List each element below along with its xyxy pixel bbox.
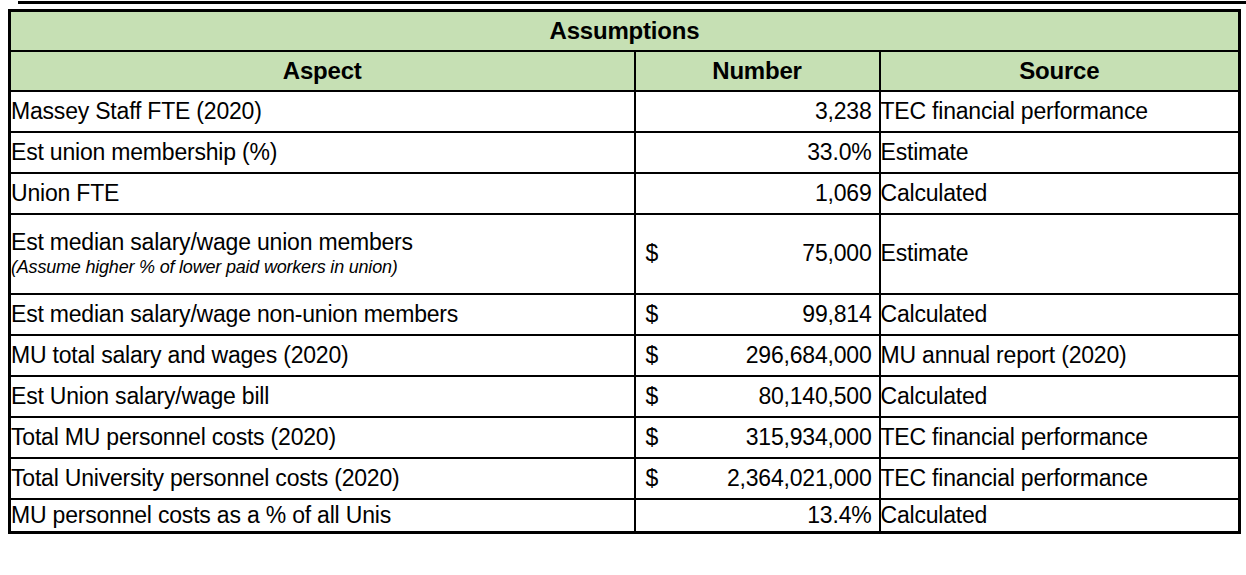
aspect-label: Est Union salary/wage bill: [11, 382, 634, 411]
table-row: Est median salary/wage non-union members…: [10, 294, 1240, 335]
aspect-label: Est median salary/wage non-union members: [11, 300, 634, 329]
source-cell: Calculated: [880, 499, 1240, 533]
table-header-row: Aspect Number Source: [10, 51, 1240, 91]
aspect-label: MU personnel costs as a % of all Unis: [11, 501, 634, 530]
source-label: MU annual report (2020): [881, 342, 1127, 368]
table-title: Assumptions: [10, 11, 1240, 51]
column-header-number: Number: [635, 51, 880, 91]
number-value: 13.4%: [807, 502, 871, 529]
source-cell: Calculated: [880, 173, 1240, 214]
number-cell: 1,069: [635, 173, 880, 214]
aspect-note: (Assume higher % of lower paid workers i…: [11, 257, 634, 279]
column-header-aspect: Aspect: [10, 51, 635, 91]
currency-symbol: $: [646, 342, 659, 369]
number-cell: 3,238: [635, 91, 880, 132]
aspect-label: Union FTE: [11, 179, 634, 208]
table-row: Total University personnel costs (2020) …: [10, 458, 1240, 499]
number-cell: 13.4%: [635, 499, 880, 533]
number-cell: $ 99,814: [635, 294, 880, 335]
number-value: 33.0%: [807, 139, 871, 166]
number-value: 2,364,021,000: [727, 465, 872, 492]
table-row: Est median salary/wage union members (As…: [10, 214, 1240, 294]
source-cell: TEC financial performance: [880, 458, 1240, 499]
source-label: TEC financial performance: [881, 424, 1148, 450]
currency-symbol: $: [646, 301, 659, 328]
number-value: 1,069: [815, 180, 872, 207]
currency-symbol: $: [646, 465, 659, 492]
aspect-cell: Total University personnel costs (2020): [10, 458, 635, 499]
currency-symbol: $: [646, 424, 659, 451]
table-row: Est union membership (%) 33.0% Estimate: [10, 132, 1240, 173]
source-cell: Estimate: [880, 132, 1240, 173]
number-cell: $ 2,364,021,000: [635, 458, 880, 499]
column-header-source: Source: [880, 51, 1240, 91]
source-label: Estimate: [881, 139, 969, 165]
aspect-cell: Est median salary/wage union members (As…: [10, 214, 635, 294]
source-label: TEC financial performance: [881, 98, 1148, 124]
number-cell: $ 80,140,500: [635, 376, 880, 417]
source-label: Calculated: [881, 301, 988, 327]
number-cell: $ 296,684,000: [635, 335, 880, 376]
table-row: Union FTE 1,069 Calculated: [10, 173, 1240, 214]
source-cell: MU annual report (2020): [880, 335, 1240, 376]
source-label: Calculated: [881, 180, 988, 206]
aspect-cell: MU total salary and wages (2020): [10, 335, 635, 376]
aspect-label: Total MU personnel costs (2020): [11, 423, 634, 452]
aspect-cell: Est union membership (%): [10, 132, 635, 173]
currency-symbol: $: [646, 383, 659, 410]
source-cell: Estimate: [880, 214, 1240, 294]
source-label: TEC financial performance: [881, 465, 1148, 491]
aspect-label: Est median salary/wage union members: [11, 228, 634, 257]
source-cell: TEC financial performance: [880, 91, 1240, 132]
table-title-row: Assumptions: [10, 11, 1240, 51]
number-value: 80,140,500: [758, 383, 871, 410]
currency-symbol: $: [646, 240, 659, 267]
number-cell: $ 315,934,000: [635, 417, 880, 458]
number-cell: 33.0%: [635, 132, 880, 173]
number-value: 296,684,000: [746, 342, 872, 369]
aspect-cell: Massey Staff FTE (2020): [10, 91, 635, 132]
aspect-label: Massey Staff FTE (2020): [11, 97, 634, 126]
source-label: Calculated: [881, 383, 988, 409]
table-row: Total MU personnel costs (2020) $ 315,93…: [10, 417, 1240, 458]
aspect-label: Est union membership (%): [11, 138, 634, 167]
source-label: Estimate: [881, 240, 969, 266]
source-cell: Calculated: [880, 294, 1240, 335]
spreadsheet-view: Assumptions Aspect Number Source Massey …: [0, 0, 1246, 575]
table-row: MU total salary and wages (2020) $ 296,6…: [10, 335, 1240, 376]
aspect-cell: MU personnel costs as a % of all Unis: [10, 499, 635, 533]
table-row: Est Union salary/wage bill $ 80,140,500 …: [10, 376, 1240, 417]
aspect-cell: Union FTE: [10, 173, 635, 214]
number-cell: $ 75,000: [635, 214, 880, 294]
aspect-label: MU total salary and wages (2020): [11, 341, 634, 370]
aspect-label: Total University personnel costs (2020): [11, 464, 634, 493]
table-row: MU personnel costs as a % of all Unis 13…: [10, 499, 1240, 533]
aspect-cell: Est median salary/wage non-union members: [10, 294, 635, 335]
source-cell: Calculated: [880, 376, 1240, 417]
source-cell: TEC financial performance: [880, 417, 1240, 458]
number-value: 3,238: [815, 98, 872, 125]
source-label: Calculated: [881, 502, 988, 528]
aspect-cell: Est Union salary/wage bill: [10, 376, 635, 417]
table-row: Massey Staff FTE (2020) 3,238 TEC financ…: [10, 91, 1240, 132]
aspect-cell: Total MU personnel costs (2020): [10, 417, 635, 458]
assumptions-table: Assumptions Aspect Number Source Massey …: [8, 9, 1241, 534]
number-value: 315,934,000: [746, 424, 872, 451]
number-value: 99,814: [802, 301, 871, 328]
partial-row-border: [18, 1, 1246, 4]
number-value: 75,000: [802, 240, 871, 267]
